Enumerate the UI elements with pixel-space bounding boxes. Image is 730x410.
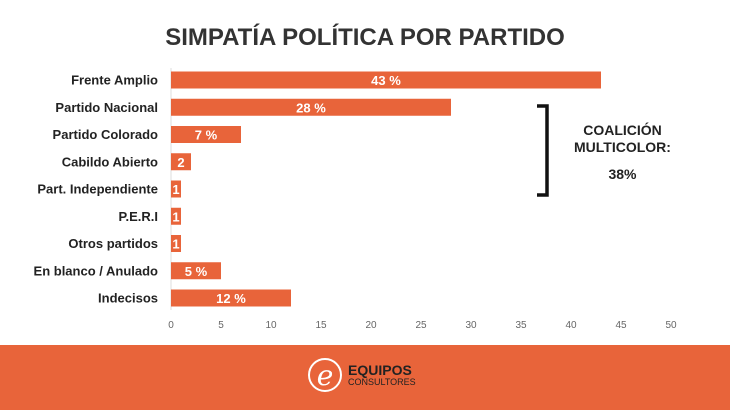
bar	[171, 126, 241, 143]
footer	[0, 345, 730, 410]
bar	[171, 235, 181, 252]
x-tick-label: 50	[665, 320, 677, 331]
bar	[171, 98, 451, 116]
x-tick-label: 10	[265, 320, 277, 331]
logo-e-icon: e	[308, 358, 342, 392]
category-label: Partido Colorado	[53, 127, 159, 142]
data-label: 12 %	[216, 291, 246, 306]
x-tick-label: 30	[465, 320, 477, 331]
chart-title: SIMPATÍA POLÍTICA POR PARTIDO	[165, 24, 565, 51]
equipos-logo: e EQUIPOS CONSULTORES	[308, 358, 416, 392]
category-label: Otros partidos	[68, 236, 158, 251]
data-label: 7 %	[195, 128, 218, 143]
x-tick-label: 25	[415, 320, 427, 331]
category-label: Partido Nacional	[55, 100, 158, 115]
x-tick-label: 35	[515, 320, 527, 331]
category-label: Indecisos	[98, 291, 158, 306]
data-label: 28 %	[296, 100, 326, 115]
data-label: 1	[172, 182, 179, 197]
coalition-bracket	[537, 104, 549, 197]
x-tick-label: 40	[565, 320, 577, 331]
data-label: 2	[177, 155, 184, 170]
data-label: 5 %	[185, 264, 208, 279]
bar-chart: Frente Amplio 43 % Partido Nacional 28 % Par…	[34, 68, 677, 331]
category-label: En blanco / Anulado	[34, 263, 159, 278]
bar	[171, 289, 291, 307]
x-tick-label: 15	[315, 320, 327, 331]
category-label: Part. Independiente	[37, 182, 158, 197]
bar	[171, 262, 221, 280]
bar	[171, 180, 181, 198]
coalition-annotation: COALICIÓN MULTICOLOR: 38%	[565, 122, 680, 183]
x-tick-label: 5	[218, 320, 224, 331]
x-tick-label: 0	[168, 320, 174, 331]
logo-brand: EQUIPOS	[348, 362, 412, 378]
coalition-value: 38%	[608, 166, 637, 182]
data-label: 1	[172, 209, 179, 224]
category-label: P.E.R.I	[118, 209, 158, 224]
x-tick-label: 20	[365, 320, 377, 331]
logo-sub: CONSULTORES	[348, 377, 416, 387]
data-label: 43 %	[371, 73, 401, 88]
x-tick-label: 45	[615, 320, 627, 331]
bar	[171, 207, 181, 225]
category-label: Frente Amplio	[71, 73, 158, 88]
data-label: 1	[172, 237, 179, 252]
category-label: Cabildo Abierto	[62, 154, 158, 169]
bar	[171, 153, 191, 171]
coalition-label: COALICIÓN MULTICOLOR:	[574, 122, 671, 155]
bar	[171, 71, 601, 89]
